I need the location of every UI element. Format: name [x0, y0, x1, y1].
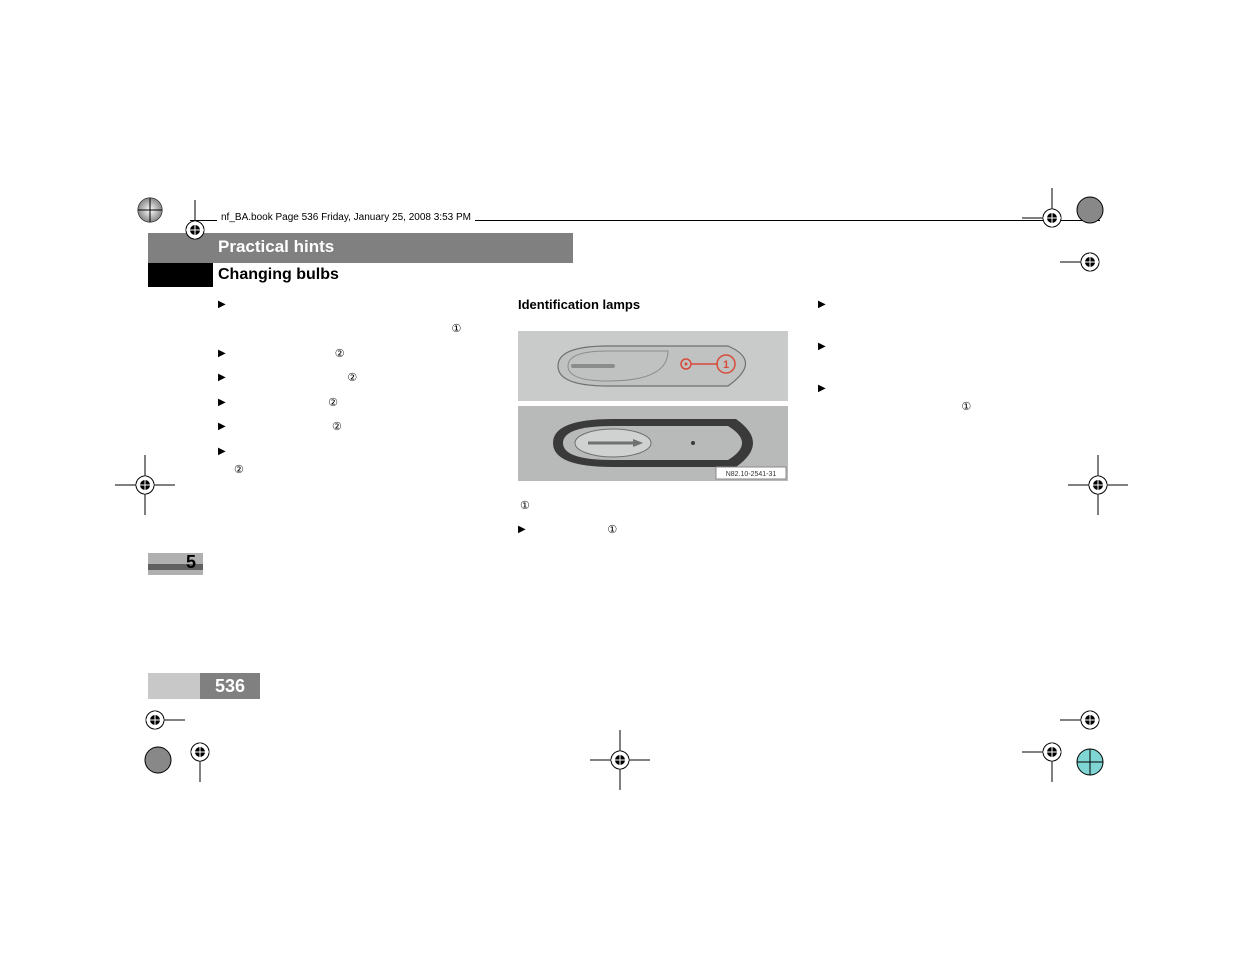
step-text: Reinstall the cover after checking the b…	[234, 442, 498, 479]
bullet-icon: ▶	[218, 295, 234, 313]
step-text: Installing: Insert bulb ② into bulb sock…	[234, 368, 498, 387]
section-marker	[148, 263, 213, 287]
circled-ref: ①	[607, 522, 617, 539]
step-text: Remove lens ① using a screwdriver.	[534, 520, 798, 539]
step: ▶ Press bulb socket ② into the bulb carr…	[218, 417, 498, 436]
bullet-icon: ▶	[218, 417, 234, 436]
step: ▶ Switch off the lights.	[218, 295, 498, 313]
t: into bulb socket.	[357, 370, 447, 384]
bullet-icon: ▶	[518, 520, 534, 539]
t: and twist it clockwise.	[338, 395, 456, 409]
regmark-icon	[590, 730, 650, 790]
chapter-tab-title: Practical hints	[218, 237, 334, 257]
t: Press bulb socket	[234, 419, 332, 433]
t: using a screwdriver.	[617, 522, 726, 536]
regmark-icon	[170, 722, 230, 782]
circled-ref: ②	[234, 462, 244, 479]
bullet-icon: ▶	[218, 344, 234, 363]
regmark-icon	[1068, 455, 1128, 515]
regmark-icon	[1060, 690, 1120, 750]
spacer	[218, 319, 234, 338]
regmark-icon	[115, 455, 175, 515]
subheading: Identification lamps	[518, 295, 798, 315]
step-text: Pull the glass bulb ② out of bulb socket…	[234, 344, 498, 363]
step-text: Position the lug on the lens in the rece…	[834, 379, 1098, 416]
circled-ref: ②	[328, 395, 338, 412]
bullet-icon: ▶	[818, 337, 834, 373]
circled-ref: ①	[520, 498, 530, 515]
step-text: Press bulb socket ② into the bulb carrie…	[234, 417, 498, 436]
step: ▶ Remove lens ① using a screwdriver.	[518, 520, 798, 539]
bullet-icon: ▶	[818, 295, 834, 331]
running-head: nf_BA.book Page 536 Friday, January 25, …	[217, 212, 475, 223]
bullet-icon: ▶	[218, 442, 234, 479]
step: ▶ Insert the new bulb into the socket an…	[818, 337, 1098, 373]
regmark-icon	[1060, 180, 1120, 240]
t: Pull the glass bulb	[234, 346, 335, 360]
step-note: Removing: Turn and pull out bulb socket …	[218, 319, 498, 338]
step-text: Align bulb socket ② and twist it clockwi…	[234, 393, 498, 412]
column-2: Identification lamps 1 N82.10-2541-31 ① …	[518, 295, 798, 545]
t: .	[244, 462, 247, 476]
identification-lamp-diagram: 1 N82.10-2541-31	[518, 331, 788, 481]
svg-text:1: 1	[723, 359, 729, 371]
circled-ref: ②	[335, 346, 345, 363]
step-text: Switch off the lights.	[234, 295, 498, 313]
column-1: ▶ Switch off the lights. Removing: Turn …	[218, 295, 498, 484]
t: Align bulb socket	[234, 395, 328, 409]
bullet-icon: ▶	[218, 393, 234, 412]
legend: ① Lens	[520, 496, 798, 515]
step-text: Press the bulb into the socket, turn it …	[834, 295, 1098, 331]
regmark-icon	[165, 200, 225, 260]
step: ▶ Position the lug on the lens in the re…	[818, 379, 1098, 416]
t: Installing: Insert bulb	[234, 370, 347, 384]
regmark-icon	[1060, 232, 1120, 292]
page-number: 536	[200, 673, 260, 699]
t: out of bulb socket.	[345, 346, 446, 360]
column-3: ▶ Press the bulb into the socket, turn i…	[818, 295, 1098, 422]
step-text: Removing: Turn and pull out bulb socket …	[234, 319, 498, 338]
t: until it engages.	[971, 399, 1058, 413]
t: .	[461, 321, 464, 335]
t: Removing: Turn and pull out bulb socket	[234, 321, 451, 335]
step: ▶ Pull the glass bulb ② out of bulb sock…	[218, 344, 498, 363]
step: ▶ Reinstall the cover after checking the…	[218, 442, 498, 479]
bullet-icon: ▶	[818, 379, 834, 416]
circled-ref: ①	[961, 399, 971, 416]
step: ▶ Press the bulb into the socket, turn i…	[818, 295, 1098, 331]
legend-text: Lens	[533, 498, 559, 512]
bullet-icon: ▶	[218, 368, 234, 387]
t: Remove lens	[534, 522, 607, 536]
step: ▶ Installing: Insert bulb ② into bulb so…	[218, 368, 498, 387]
section-title: Changing bulbs	[218, 266, 339, 284]
t: into the bulb carrier.	[342, 419, 451, 433]
step-text: Insert the new bulb into the socket and …	[834, 337, 1098, 373]
t: Reinstall the cover after checking the b…	[234, 444, 493, 458]
circled-ref: ②	[332, 419, 342, 436]
diagram-code: N82.10-2541-31	[726, 471, 777, 478]
step: ▶ Align bulb socket ② and twist it clock…	[218, 393, 498, 412]
circled-ref: ②	[347, 370, 357, 387]
chapter-number: 5	[186, 552, 196, 573]
circled-ref: ①	[451, 321, 461, 338]
